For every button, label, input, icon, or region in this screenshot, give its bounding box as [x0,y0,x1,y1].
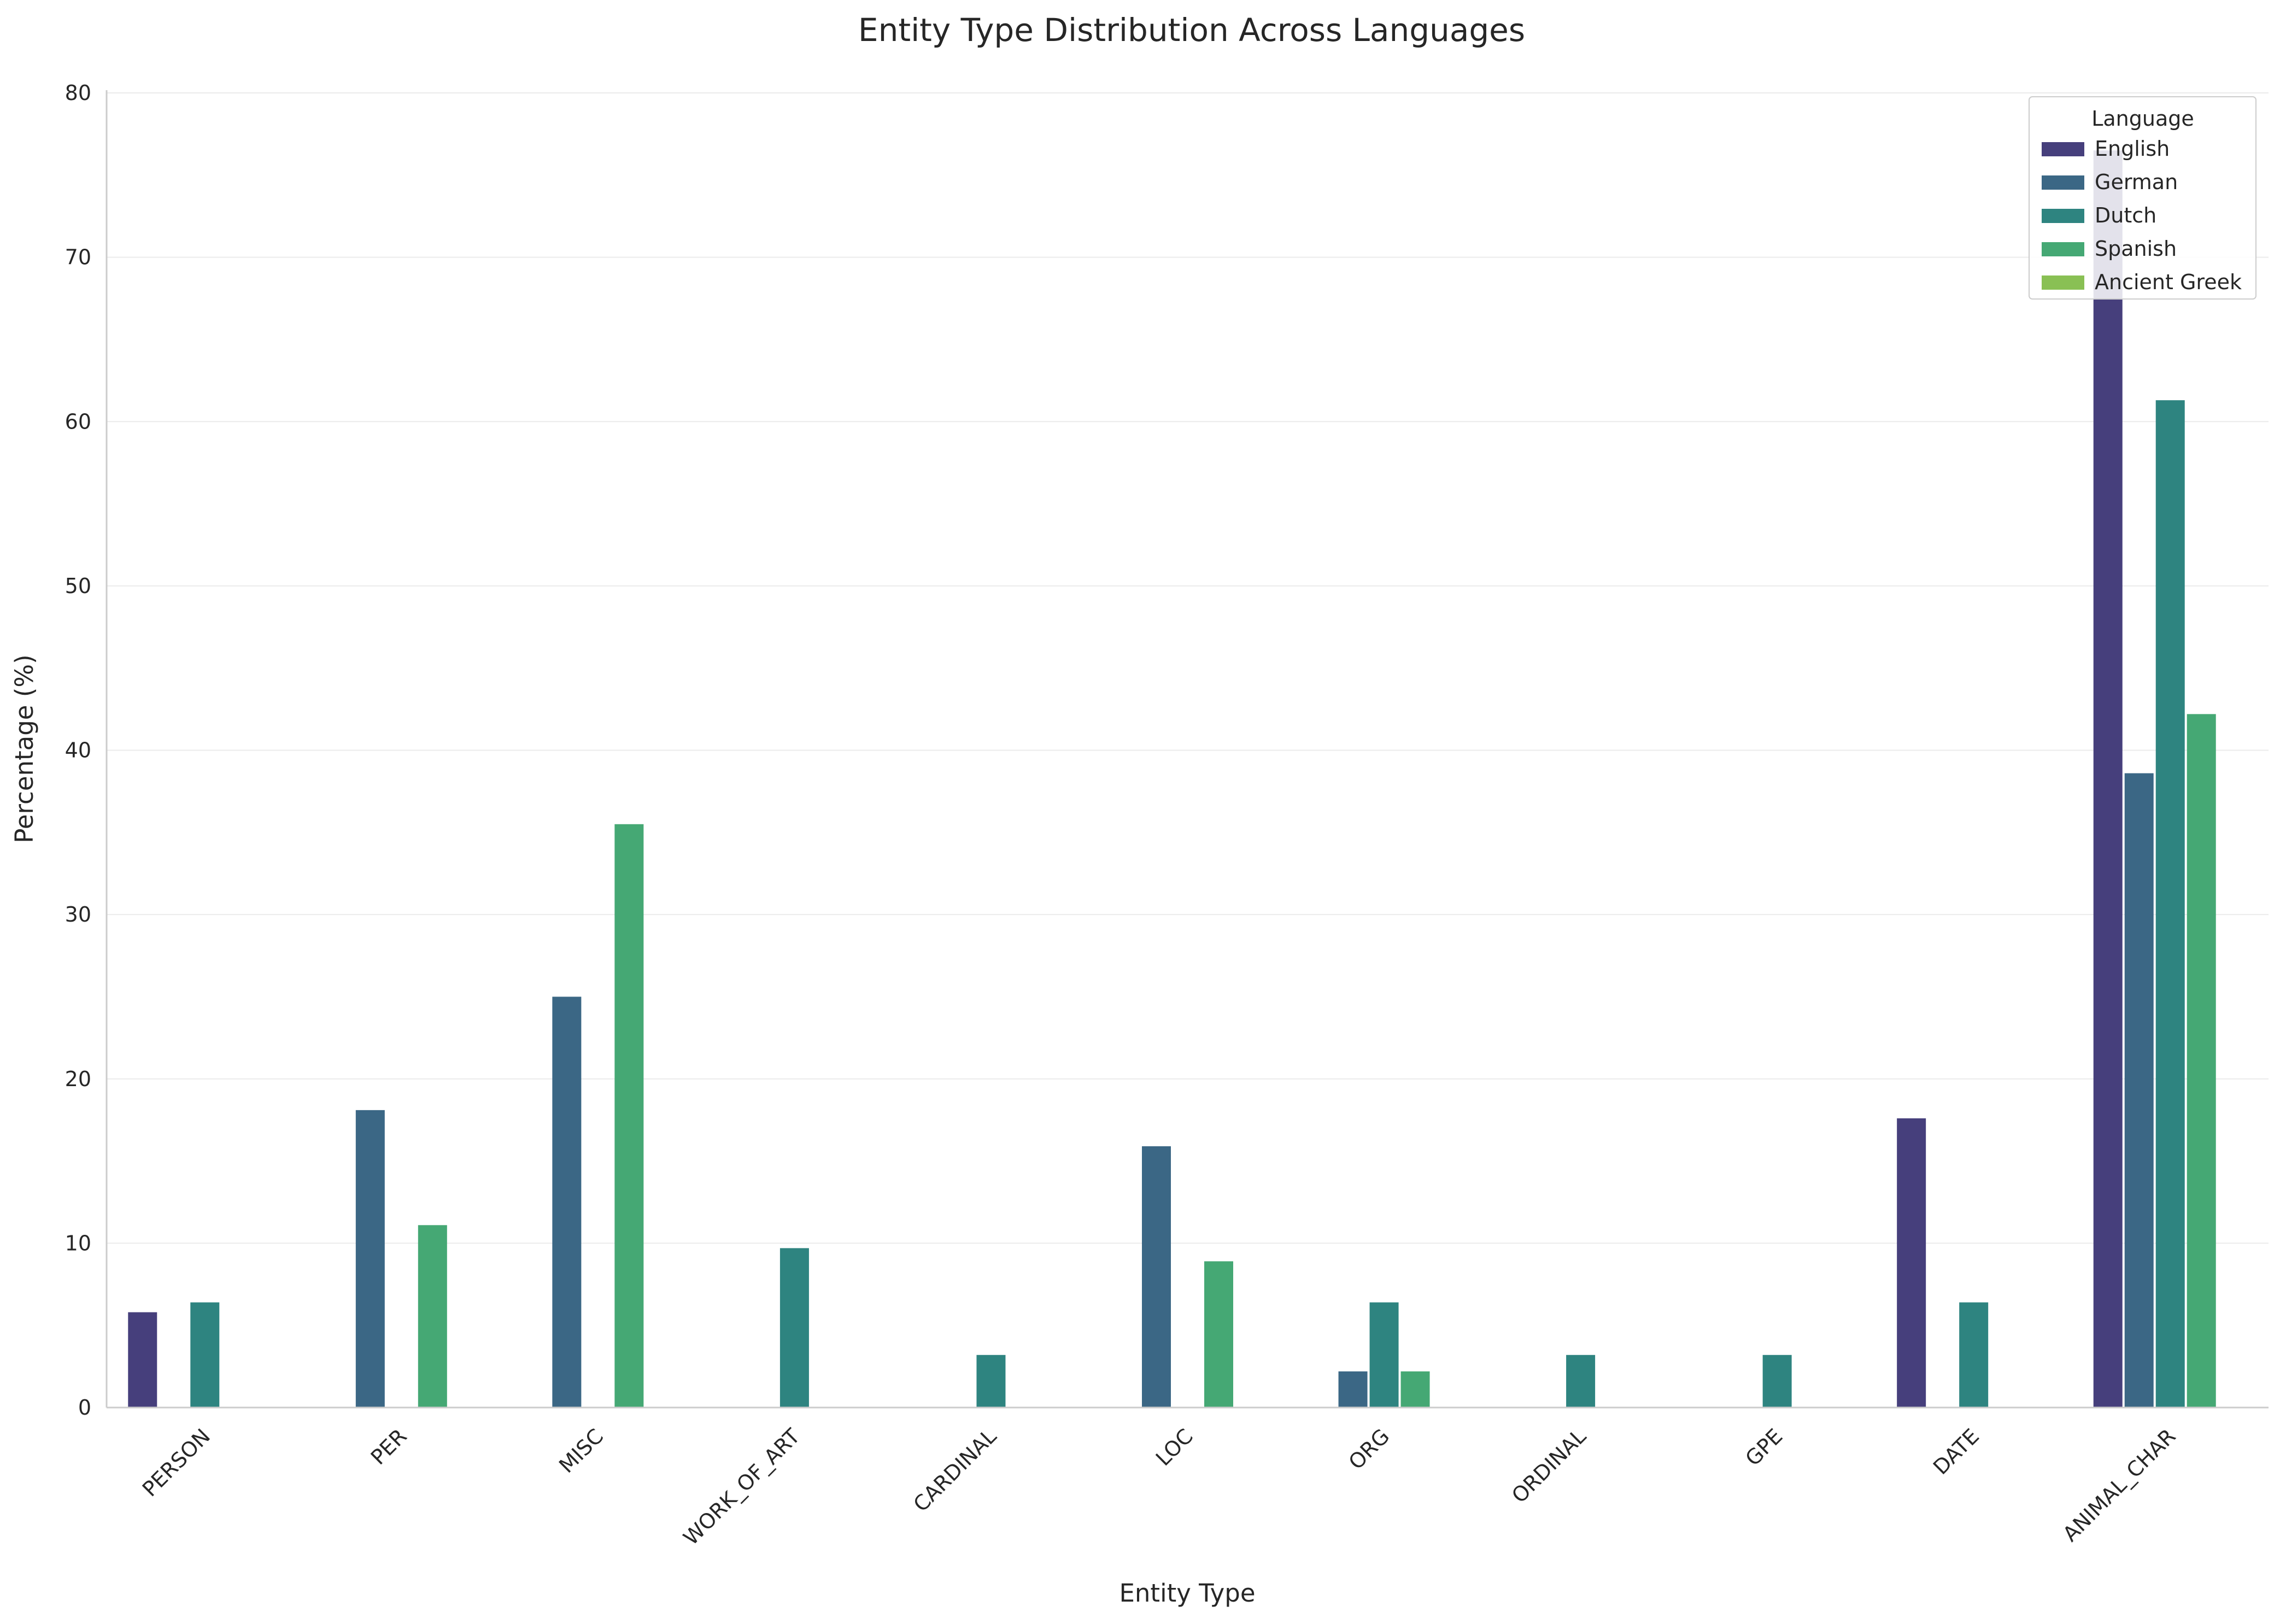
legend-swatch-german [2042,175,2084,190]
bar-misc-german [552,996,582,1408]
bar-person-dutch [190,1302,220,1408]
legend-title: Language [2091,107,2194,131]
gridlines [107,92,2269,1408]
bar-gpe-dutch [1762,1355,1792,1408]
bar-org-spanish [1400,1371,1430,1408]
legend-box [2029,96,2256,300]
legend-label-dutch: Dutch [2095,203,2156,227]
y-tick-label-10: 10 [65,1231,91,1255]
bar-animal-char-spanish [2187,714,2216,1408]
bar-loc-german [1142,1146,1171,1408]
bar-ordinal-dutch [1566,1355,1596,1408]
bar-misc-spanish [614,824,644,1408]
bar-org-german [1338,1371,1368,1408]
legend-swatch-english [2042,142,2084,156]
y-tick-label-60: 60 [65,409,91,433]
y-tick-label-30: 30 [65,902,91,927]
bar-person-english [128,1312,157,1408]
bar-date-english [1897,1118,1926,1408]
y-tick-label-70: 70 [65,245,91,269]
legend-swatch-spanish [2042,242,2084,256]
bar-animal-char-english [2093,150,2123,1408]
bars [128,150,2216,1408]
bar-animal-char-dutch [2155,400,2185,1408]
y-tick-label-80: 80 [65,81,91,105]
y-tick-labels: 0 10 20 30 40 50 60 70 80 [65,81,91,1420]
legend: Language English German Dutch Spanish Ancien… [2029,96,2256,300]
bar-date-dutch [1959,1302,1989,1408]
y-axis-label: Percentage (%) [10,654,39,843]
x-axis-label: Entity Type [1119,1579,1255,1608]
bar-animal-char-german [2124,773,2154,1408]
legend-label-english: English [2095,137,2170,161]
legend-label-ancient-greek: Ancient Greek [2095,270,2242,294]
y-tick-label-0: 0 [78,1396,91,1420]
legend-label-german: German [2095,170,2178,194]
legend-swatch-ancient-greek [2042,275,2084,290]
bar-work-of-art-dutch [779,1248,809,1408]
y-tick-label-50: 50 [65,574,91,598]
bar-per-spanish [418,1225,447,1408]
chart-title: Entity Type Distribution Across Language… [858,11,1525,49]
y-tick-label-40: 40 [65,738,91,763]
legend-swatch-dutch [2042,209,2084,223]
bar-loc-spanish [1204,1261,1233,1408]
bar-org-dutch [1369,1302,1399,1408]
legend-label-spanish: Spanish [2095,237,2177,261]
bar-cardinal-dutch [976,1355,1006,1408]
bar-per-german [355,1110,385,1408]
legend-items: English German Dutch Spanish Ancient Greek [2042,137,2242,294]
y-tick-label-20: 20 [65,1067,91,1091]
